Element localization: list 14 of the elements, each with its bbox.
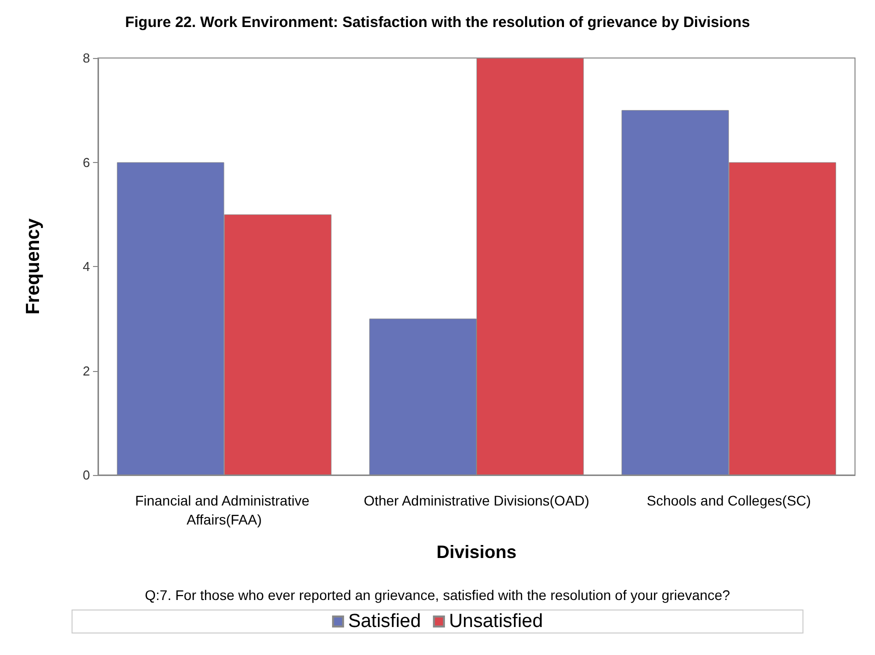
legend-title: Q:7. For those who ever reported an grievance, satisfied with the resolution of your grievance? [144,587,730,603]
chart-title: Figure 22. Work Environment: Satisfaction with the resolution of grievance by Divisions [125,14,750,31]
y-tick-label: 4 [82,259,90,274]
legend-label: Satisfied [348,611,421,632]
x-axis-title: Divisions [436,542,517,562]
x-tick-label: Schools and Colleges(SC) [646,492,811,508]
x-tick-label: Financial and Administrative Affairs(FAA) [135,492,314,528]
y-axis-title: Frequency [23,218,44,315]
y-tick-label: 8 [82,50,90,66]
y-tick-label: 6 [82,154,90,170]
y-tick-label: 0 [82,468,90,482]
legend-label: Unsatisfied [448,611,543,632]
x-tick-label: Other Administrative Divisions(OAD) [364,492,590,508]
y-tick-label: 2 [82,363,90,378]
